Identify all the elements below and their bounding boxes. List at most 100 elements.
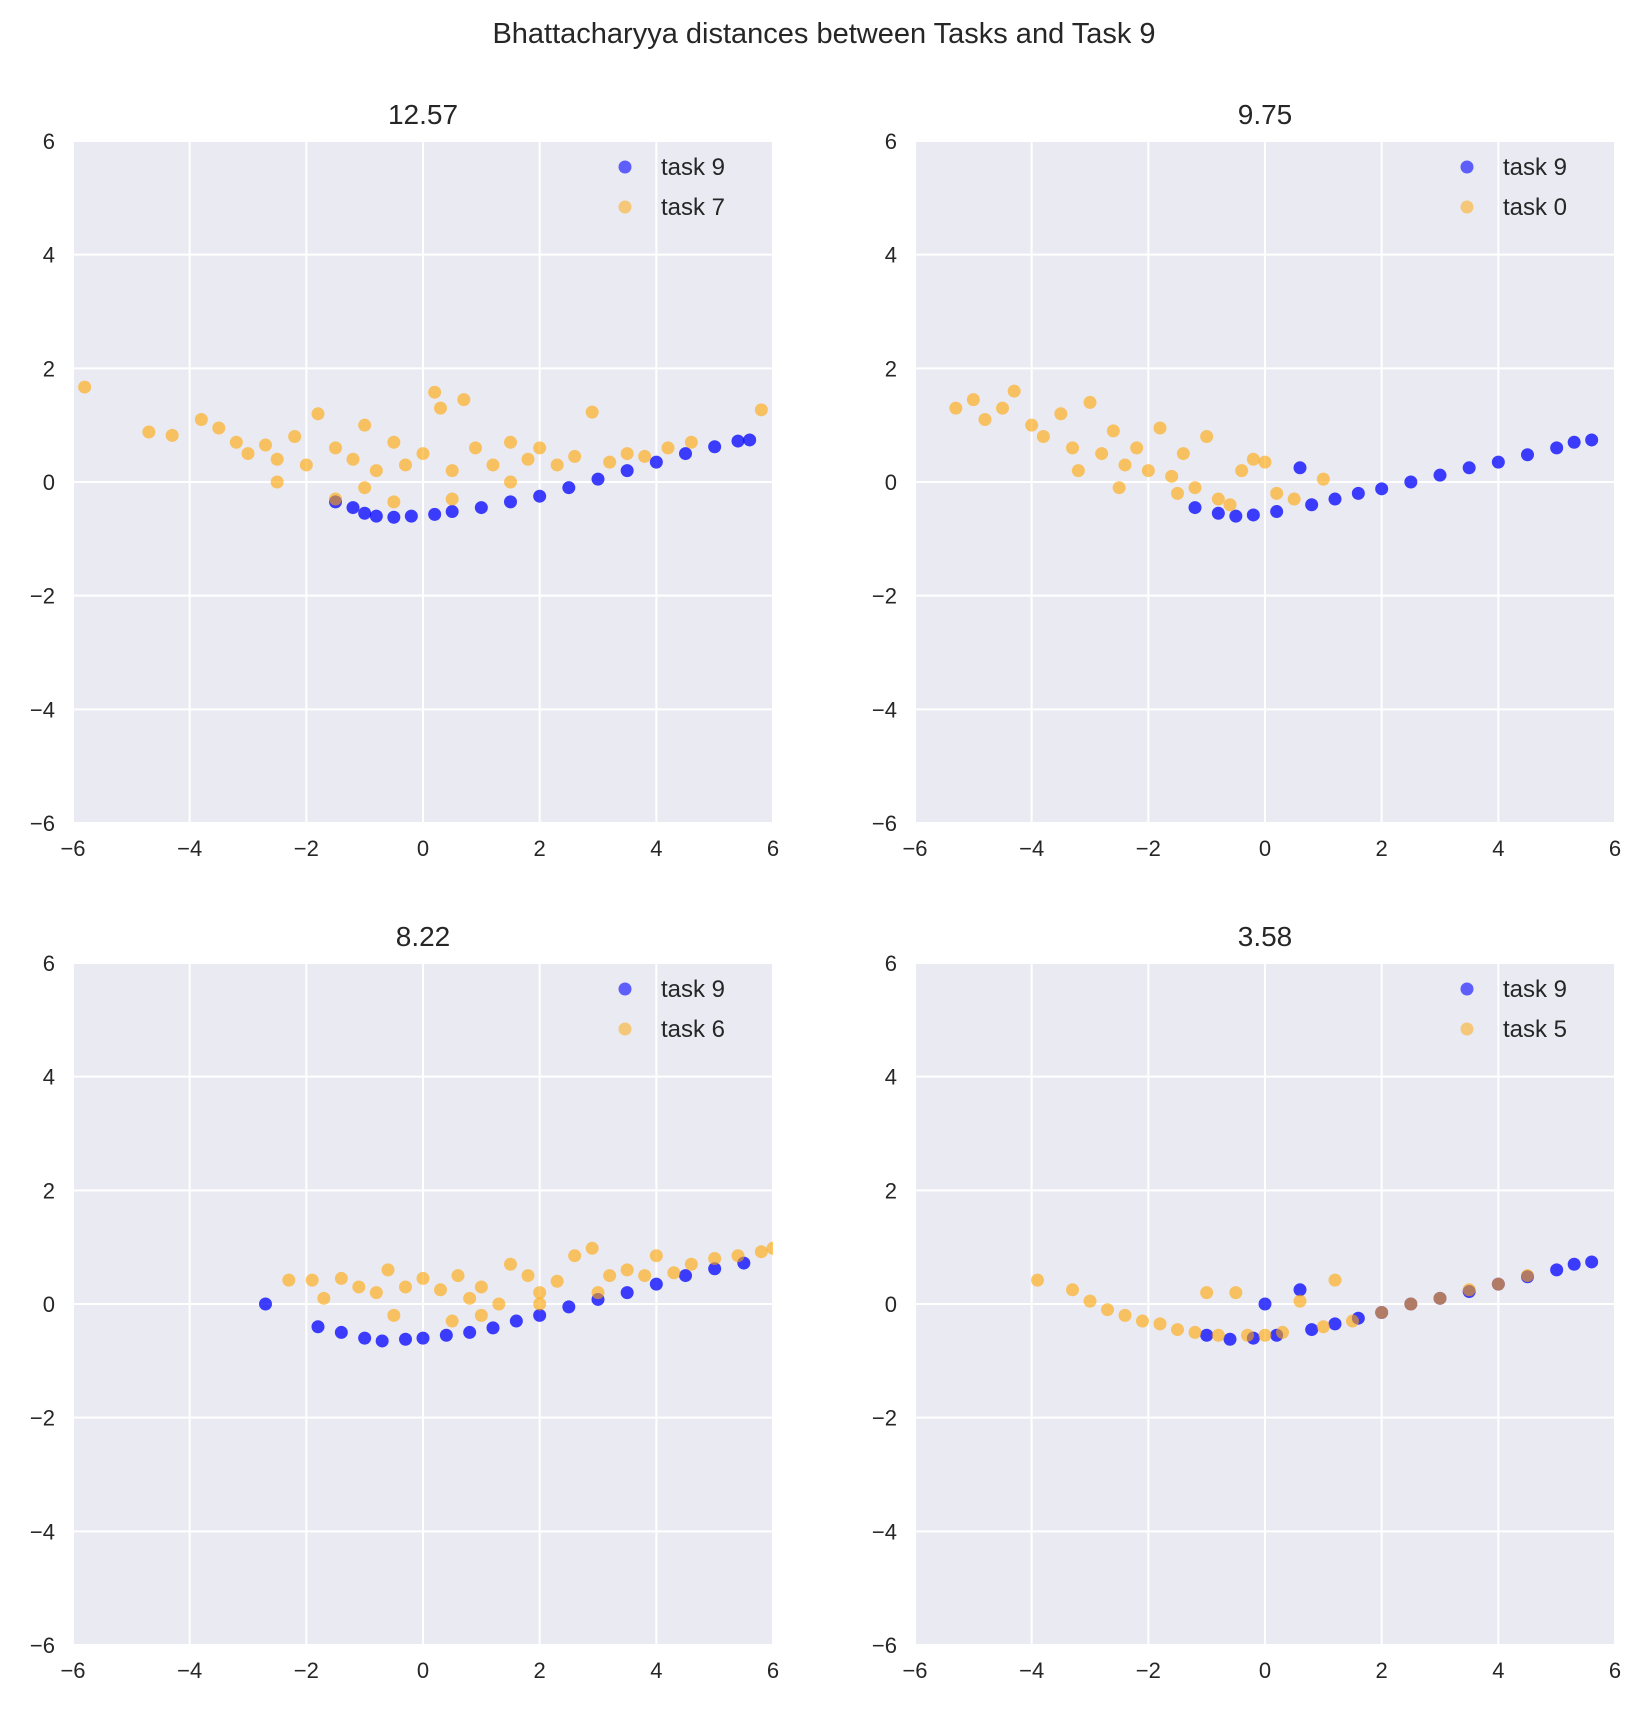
data-point-task-7 xyxy=(521,452,535,466)
data-point-task-7 xyxy=(229,435,243,449)
data-point-task-9 xyxy=(1328,492,1342,506)
data-point-task-6 xyxy=(731,1249,745,1263)
y-tick-label: −2 xyxy=(30,1406,55,1431)
data-point-task-5 xyxy=(1188,1325,1202,1339)
y-tick-label: 0 xyxy=(885,1292,897,1317)
data-point-task-7 xyxy=(550,458,564,472)
data-point-task-0 xyxy=(1036,430,1050,444)
data-point-task-9 xyxy=(1188,501,1202,515)
data-point-task-0 xyxy=(1200,430,1214,444)
data-point-task-9 xyxy=(1585,433,1599,447)
data-point-task-9 xyxy=(474,501,488,515)
y-tick-label: −4 xyxy=(872,697,897,722)
subplot-title: 9.75 xyxy=(1238,99,1293,130)
data-point-task-9 xyxy=(620,464,634,478)
y-tick-label: 6 xyxy=(885,129,897,154)
data-point-task-7 xyxy=(504,435,517,449)
x-tick-label: 6 xyxy=(1609,1658,1621,1683)
data-point-task-5 xyxy=(1404,1297,1418,1311)
x-tick-label: 4 xyxy=(650,1658,662,1683)
data-point-task-9 xyxy=(369,509,383,523)
data-point-task-9 xyxy=(679,1269,692,1283)
data-point-task-9 xyxy=(1585,1255,1599,1269)
x-tick-label: 6 xyxy=(767,836,779,861)
data-point-task-0 xyxy=(1118,458,1132,472)
points xyxy=(78,380,768,524)
data-point-task-9 xyxy=(439,1328,453,1342)
subplot-3: −6 −4 −2 0 2 4 6 −6 −4 −2 0 2 4 6 8.22 task 9 task 6 xyxy=(30,921,779,1683)
data-point-task-6 xyxy=(474,1280,488,1294)
data-point-task-5 xyxy=(1066,1283,1079,1297)
data-point-task-6 xyxy=(585,1241,599,1255)
data-point-task-9 xyxy=(562,1300,576,1314)
data-point-task-0 xyxy=(1188,481,1202,495)
data-point-task-7 xyxy=(504,475,517,489)
x-tick-label: 2 xyxy=(1376,836,1388,861)
data-point-task-7 xyxy=(434,401,447,415)
y-tick-label: −6 xyxy=(872,1633,897,1658)
y-tick-label: −6 xyxy=(30,1633,55,1658)
data-point-task-7 xyxy=(311,407,325,421)
data-point-task-9 xyxy=(486,1321,500,1335)
data-point-task-7 xyxy=(270,475,284,489)
legend-marker xyxy=(1460,160,1474,174)
data-point-task-7 xyxy=(387,495,401,509)
data-point-task-7 xyxy=(445,492,459,506)
data-point-task-0 xyxy=(996,401,1009,415)
data-point-task-9 xyxy=(620,1286,634,1300)
data-point-task-6 xyxy=(399,1280,412,1294)
data-point-task-7 xyxy=(259,438,272,452)
data-point-task-0 xyxy=(1054,407,1068,421)
data-point-task-0 xyxy=(1025,418,1039,432)
data-point-task-0 xyxy=(1258,455,1272,469)
data-point-task-0 xyxy=(1287,492,1301,506)
data-point-task-7 xyxy=(603,455,617,469)
data-point-task-0 xyxy=(1270,486,1284,500)
data-point-task-0 xyxy=(1165,469,1179,483)
x-tick-label: −6 xyxy=(60,1658,85,1683)
data-point-task-9 xyxy=(504,495,517,509)
y-tick-label: −2 xyxy=(872,584,897,609)
data-point-task-5 xyxy=(1258,1328,1272,1342)
data-point-task-7 xyxy=(620,447,634,461)
data-point-task-5 xyxy=(1136,1314,1149,1328)
data-point-task-7 xyxy=(585,405,599,419)
data-point-task-6 xyxy=(381,1263,395,1277)
data-point-task-7 xyxy=(638,449,652,463)
data-point-task-5 xyxy=(1241,1328,1254,1342)
data-point-task-9 xyxy=(1462,461,1476,475)
data-point-task-0 xyxy=(978,412,992,426)
data-point-task-9 xyxy=(1433,468,1447,482)
x-tick-label: 2 xyxy=(1376,1658,1388,1683)
data-point-task-6 xyxy=(521,1269,535,1283)
legend-label: task 9 xyxy=(1503,976,1567,1003)
legend-marker xyxy=(618,982,632,996)
y-tick-label: −4 xyxy=(30,1519,55,1544)
data-point-task-9 xyxy=(1246,508,1260,522)
x-tick-label: −6 xyxy=(60,836,85,861)
subplot-1: −6 −4 −2 0 2 4 6 −6 −4 −2 0 2 4 6 12.57 task 9 task 7 xyxy=(30,99,779,861)
x-tick-label: −4 xyxy=(177,836,202,861)
data-point-task-7 xyxy=(241,447,255,461)
data-point-task-5 xyxy=(1101,1303,1114,1317)
data-point-task-6 xyxy=(591,1286,605,1300)
data-point-task-0 xyxy=(1235,464,1249,478)
data-point-task-5 xyxy=(1375,1306,1389,1320)
data-point-task-7 xyxy=(568,449,582,463)
data-point-task-7 xyxy=(194,412,208,426)
x-tick-label: 2 xyxy=(534,1658,546,1683)
data-point-task-9 xyxy=(679,447,692,461)
data-point-task-7 xyxy=(212,421,226,435)
data-point-task-9 xyxy=(311,1320,325,1334)
x-tick-label: 4 xyxy=(1492,1658,1504,1683)
data-point-task-9 xyxy=(1521,448,1534,462)
data-point-task-5 xyxy=(1153,1317,1167,1331)
data-point-task-7 xyxy=(684,435,698,449)
legend-marker xyxy=(618,160,632,174)
data-point-task-0 xyxy=(1083,395,1097,409)
y-tick-label: −6 xyxy=(872,811,897,836)
data-point-task-6 xyxy=(667,1266,681,1280)
data-point-task-6 xyxy=(603,1269,617,1283)
data-point-task-9 xyxy=(1223,1332,1237,1346)
data-point-task-6 xyxy=(684,1257,698,1271)
